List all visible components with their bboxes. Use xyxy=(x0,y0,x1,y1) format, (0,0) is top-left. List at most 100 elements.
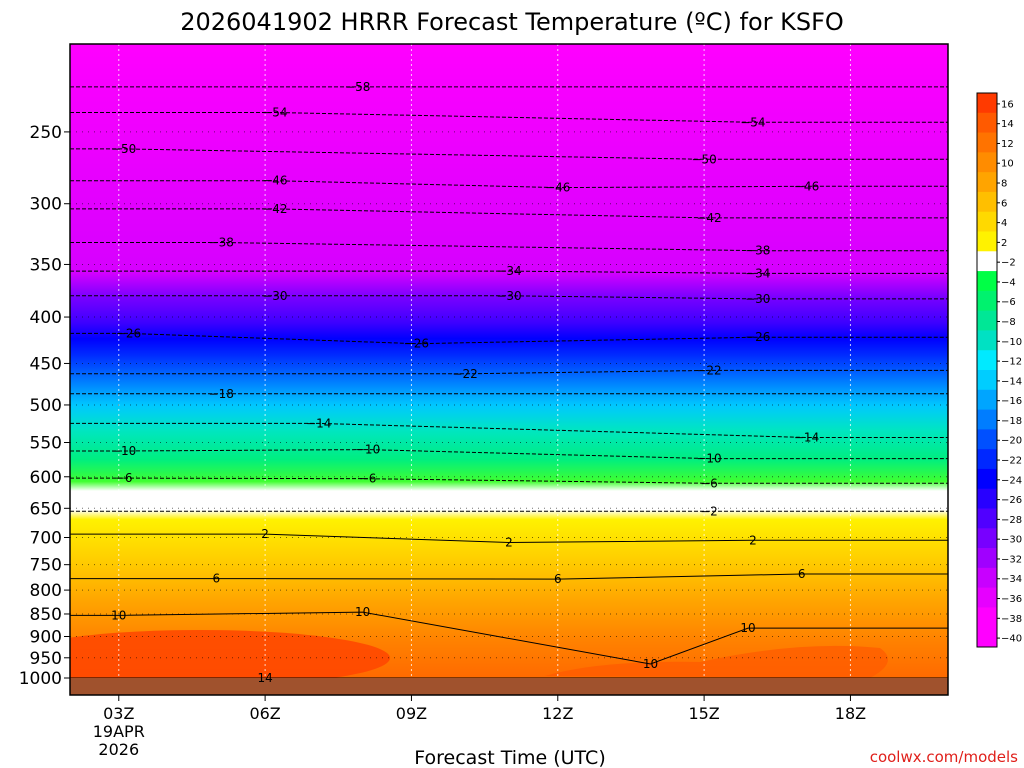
colorbar-swatch xyxy=(977,508,997,529)
contour-label: −30 xyxy=(262,289,287,303)
colorbar-swatch xyxy=(977,231,997,252)
colorbar-swatch xyxy=(977,132,997,153)
contour-label: −26 xyxy=(116,326,141,340)
y-tick-label: 900 xyxy=(30,627,62,647)
contour-label: 2 xyxy=(261,527,269,541)
colorbar-label: −22 xyxy=(1001,456,1022,467)
colorbar-swatch xyxy=(977,370,997,391)
colorbar-label: 2 xyxy=(1001,238,1007,249)
colorbar-swatch xyxy=(977,429,997,450)
colorbar-swatch xyxy=(977,350,997,371)
contour-line xyxy=(70,112,948,123)
colorbar: 16 14 12 10 8 6 4 2 −2 −4 −6 −8 −10 −12 −14 −16 −18 −20 −2… xyxy=(976,92,1022,648)
colorbar-swatch xyxy=(977,627,997,648)
contour-line xyxy=(70,332,948,345)
colorbar-label: −28 xyxy=(1001,515,1022,526)
x-tick-sublabel: 2026 xyxy=(98,740,139,759)
colorbar-swatch xyxy=(977,310,997,331)
colorbar-swatch xyxy=(977,93,997,114)
plot-area: −58 −54 −54 −50 −50 −46 −46 −46 −42 −42 −38 −38 −34 −… xyxy=(70,44,948,695)
y-tick-label: 1000 xyxy=(19,669,62,689)
colorbar-label: 8 xyxy=(1001,179,1007,190)
colorbar-swatch xyxy=(977,172,997,193)
contour-label: 2 xyxy=(505,536,513,550)
contour-label: −58 xyxy=(345,80,370,94)
colorbar-swatch xyxy=(977,191,997,213)
y-tick-label: 850 xyxy=(30,605,62,625)
contour-label: −46 xyxy=(545,181,570,195)
x-tick-label: 03Z xyxy=(103,704,134,723)
colorbar-swatch xyxy=(977,251,997,272)
colorbar-swatch xyxy=(977,409,997,430)
chart-title: 2026041902 HRRR Forecast Temperature (ºC… xyxy=(180,8,844,36)
contour-labels: −58 −54 −54 −50 −50 −46 −46 −46 −42 −42 −38 −38 −34 −… xyxy=(111,80,819,685)
y-tick-label: 750 xyxy=(30,556,62,576)
colorbar-swatch xyxy=(977,528,997,549)
colorbar-label: −36 xyxy=(1001,594,1022,605)
contour-label: −2 xyxy=(700,504,718,518)
contour-label: −22 xyxy=(452,367,477,381)
colorbar-label: −34 xyxy=(1001,574,1022,585)
colorbar-label: 12 xyxy=(1001,139,1014,150)
colorbar-label: −4 xyxy=(1001,277,1016,288)
colorbar-swatch xyxy=(977,389,997,410)
x-axis-label: Forecast Time (UTC) xyxy=(414,747,605,768)
contour-label: −6 xyxy=(115,471,133,485)
colorbar-label: 14 xyxy=(1001,119,1014,130)
warm-region-west xyxy=(70,630,390,686)
colorbar-swatch xyxy=(977,488,997,509)
contour-label: −10 xyxy=(696,452,721,466)
colorbar-label: −38 xyxy=(1001,614,1022,625)
contour-label: 2 xyxy=(749,533,757,547)
temperature-field xyxy=(70,44,948,695)
x-tick-label: 06Z xyxy=(249,704,280,723)
y-tick-label: 400 xyxy=(30,308,62,328)
contour-line xyxy=(70,477,948,484)
colorbar-swatch xyxy=(977,449,997,470)
colorbar-label: 6 xyxy=(1001,198,1007,209)
contour-label: −6 xyxy=(700,476,718,490)
colorbar-label: −16 xyxy=(1001,396,1022,407)
x-tick-label: 15Z xyxy=(688,704,719,723)
colorbar-swatch xyxy=(977,567,997,589)
colorbar-label: −10 xyxy=(1001,337,1022,348)
contour-line xyxy=(70,242,948,252)
contour-line xyxy=(70,369,948,375)
colorbar-swatch xyxy=(977,548,997,569)
colorbar-label: −8 xyxy=(1001,317,1016,328)
contour-label: −6 xyxy=(359,472,377,486)
terrain-band xyxy=(70,678,948,695)
contour-label: −46 xyxy=(262,174,287,188)
y-tick-label: 500 xyxy=(30,396,62,416)
colorbar-label: −18 xyxy=(1001,416,1022,427)
y-tick-label: 800 xyxy=(30,581,62,601)
contour-line xyxy=(70,573,948,580)
contour-label: 6 xyxy=(213,572,221,586)
contour-line xyxy=(70,449,948,460)
colorbar-label: −14 xyxy=(1001,376,1022,387)
contour-line xyxy=(70,295,948,300)
x-tick-label: 18Z xyxy=(835,704,866,723)
contour-label: 10 xyxy=(355,605,370,619)
contour-label: 10 xyxy=(740,621,755,635)
contour-line xyxy=(70,208,948,219)
y-tick-label: 600 xyxy=(30,468,62,488)
contour-line xyxy=(70,148,948,160)
contour-label: 14 xyxy=(257,671,272,685)
contour-label: −54 xyxy=(262,106,287,120)
contour-label: −26 xyxy=(745,330,770,344)
colorbar-swatch xyxy=(977,468,997,490)
colorbar-swatch xyxy=(977,112,997,133)
x-tick-label: 12Z xyxy=(542,704,573,723)
colorbar-swatch xyxy=(977,152,997,173)
contour-line xyxy=(70,180,948,189)
contour-line xyxy=(70,533,948,544)
contour-label: −22 xyxy=(696,363,721,377)
contour-label: −34 xyxy=(745,266,770,280)
colorbar-swatch xyxy=(977,271,997,292)
colorbar-swatch xyxy=(977,211,997,232)
contour-label: −10 xyxy=(111,444,136,458)
y-tick-label: 550 xyxy=(30,433,62,453)
